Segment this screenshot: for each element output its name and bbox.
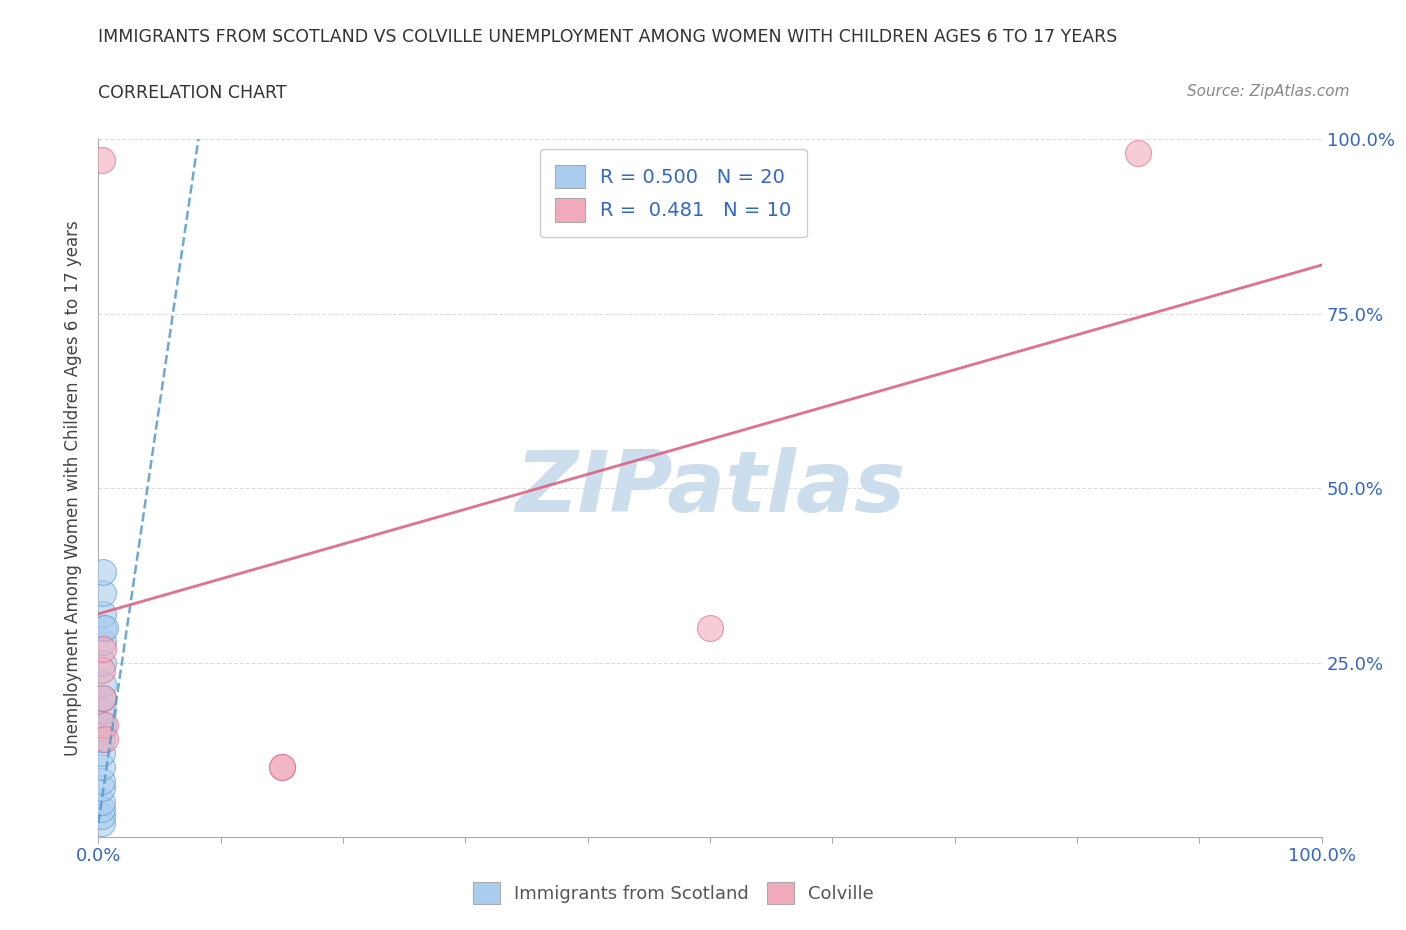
Point <box>93 732 115 747</box>
Point <box>91 816 114 830</box>
Y-axis label: Unemployment Among Women with Children Ages 6 to 17 years: Unemployment Among Women with Children A… <box>65 220 83 756</box>
Point <box>91 662 114 677</box>
Point <box>93 620 115 635</box>
Point <box>91 565 114 579</box>
Text: Source: ZipAtlas.com: Source: ZipAtlas.com <box>1187 84 1350 99</box>
Point <box>91 690 114 705</box>
Point <box>93 718 115 733</box>
Point <box>91 718 114 733</box>
Point <box>270 760 294 775</box>
Point <box>91 606 114 621</box>
Point <box>91 704 114 719</box>
Text: ZIPatlas: ZIPatlas <box>515 446 905 530</box>
Point <box>91 642 114 657</box>
Point <box>91 586 114 601</box>
Point <box>91 809 114 824</box>
Point <box>91 634 114 649</box>
Point <box>91 153 114 168</box>
Point <box>91 802 114 817</box>
Point <box>91 656 114 671</box>
Point <box>91 746 114 761</box>
Point <box>699 620 721 635</box>
Point <box>1128 146 1150 161</box>
Point <box>91 781 114 796</box>
Point <box>91 676 114 691</box>
Point <box>91 794 114 809</box>
Point <box>91 760 114 775</box>
Text: CORRELATION CHART: CORRELATION CHART <box>98 84 287 101</box>
Point <box>91 732 114 747</box>
Point <box>270 760 294 775</box>
Point <box>91 690 114 705</box>
Point <box>91 620 114 635</box>
Legend: Immigrants from Scotland, Colville: Immigrants from Scotland, Colville <box>465 875 882 911</box>
Point <box>91 774 114 789</box>
Text: IMMIGRANTS FROM SCOTLAND VS COLVILLE UNEMPLOYMENT AMONG WOMEN WITH CHILDREN AGES: IMMIGRANTS FROM SCOTLAND VS COLVILLE UNE… <box>98 28 1118 46</box>
